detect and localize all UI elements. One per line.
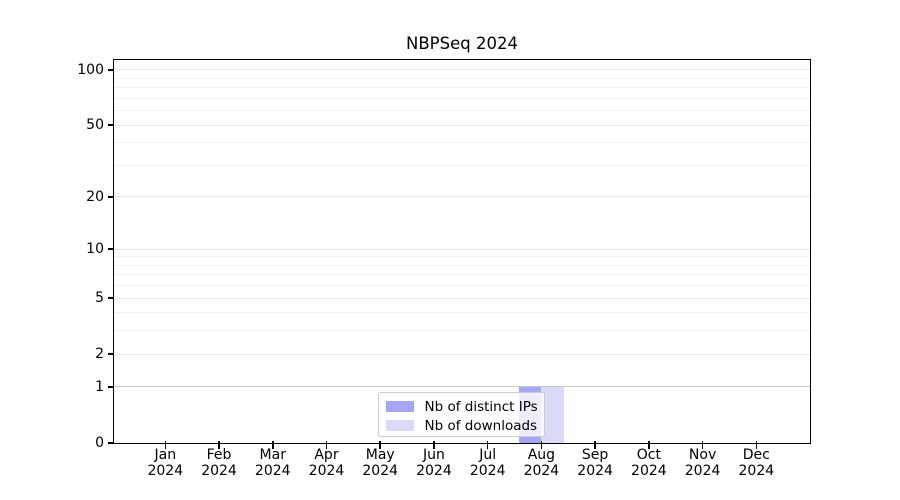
x-tick-mark — [272, 440, 274, 449]
x-tick-label-oct: Oct 2024 — [631, 447, 667, 479]
y-tick-mark — [107, 442, 114, 444]
x-tick-mark — [701, 440, 704, 449]
legend-swatch-distinct-ips — [385, 400, 414, 413]
x-tick-label-aug: Aug 2024 — [523, 447, 560, 479]
y-tick-mark — [107, 353, 114, 355]
gridline-minor — [114, 142, 810, 144]
gridline-minor — [114, 264, 810, 266]
x-tick-mark — [433, 440, 435, 449]
gridline-major — [114, 196, 810, 198]
legend-item-distinct-ips: Nb of distinct IPs — [385, 398, 544, 416]
y-tick-label: 1 — [95, 378, 104, 395]
gridline-minor — [114, 330, 810, 332]
gridline-minor — [114, 110, 810, 112]
x-tick-mark — [486, 440, 489, 449]
x-tick-mark — [648, 440, 650, 449]
y-tick-label: 5 — [95, 290, 104, 307]
x-tick-mark — [164, 440, 167, 449]
x-tick-mark — [325, 440, 328, 449]
y-tick-mark — [107, 386, 114, 388]
x-tick-label-jan: Jan 2024 — [147, 447, 184, 479]
gridline-major — [114, 69, 810, 71]
gridline-minor — [114, 312, 810, 314]
x-tick-mark — [540, 440, 543, 449]
legend-item-downloads: Nb of downloads — [385, 417, 544, 435]
x-tick-label-feb: Feb 2024 — [201, 447, 237, 479]
gridline-minor — [114, 97, 810, 99]
gridline-minor — [114, 77, 810, 79]
x-tick-mark — [379, 440, 381, 449]
legend-label-distinct-ips: Nb of distinct IPs — [424, 398, 538, 415]
x-tick-mark — [218, 440, 220, 449]
y-tick-label: 100 — [77, 61, 104, 78]
chart-title: NBPSeq 2024 — [406, 34, 518, 53]
legend: Nb of distinct IPs Nb of downloads — [377, 391, 545, 437]
x-tick-mark — [594, 440, 596, 449]
gridline-minor — [114, 87, 810, 89]
gridline-major — [114, 386, 810, 388]
gridline-major — [114, 124, 810, 126]
y-tick-mark — [107, 124, 114, 126]
y-tick-label: 20 — [86, 188, 104, 205]
gridline-major — [114, 353, 810, 355]
gridline-minor — [114, 274, 810, 276]
x-tick-label-dec: Dec 2024 — [738, 447, 775, 479]
gridline-minor — [114, 256, 810, 258]
y-tick-mark — [107, 248, 114, 250]
legend-label-downloads: Nb of downloads — [424, 417, 538, 434]
x-tick-label-sep: Sep 2024 — [577, 447, 613, 479]
legend-swatch-downloads — [385, 419, 414, 432]
gridline-major — [114, 248, 810, 250]
x-tick-label-apr: Apr 2024 — [308, 447, 345, 479]
gridline-minor — [114, 285, 810, 287]
gridline-major — [114, 297, 810, 299]
x-tick-mark — [755, 440, 758, 449]
y-tick-label: 0 — [95, 435, 104, 451]
bar-nb-of-downloads-aug — [541, 386, 564, 443]
gridline-minor — [114, 164, 810, 166]
y-tick-mark — [107, 196, 114, 198]
x-tick-label-may: May 2024 — [362, 447, 399, 479]
y-tick-label: 50 — [86, 117, 104, 134]
y-tick-label: 2 — [95, 346, 104, 363]
x-tick-label-jul: Jul 2024 — [469, 447, 506, 479]
y-tick-mark — [107, 297, 114, 299]
x-tick-label-mar: Mar 2024 — [254, 447, 291, 479]
y-tick-label: 10 — [86, 241, 104, 258]
x-tick-label-nov: Nov 2024 — [684, 447, 721, 479]
x-tick-label-jun: Jun 2024 — [416, 447, 452, 479]
y-tick-mark — [107, 69, 114, 71]
